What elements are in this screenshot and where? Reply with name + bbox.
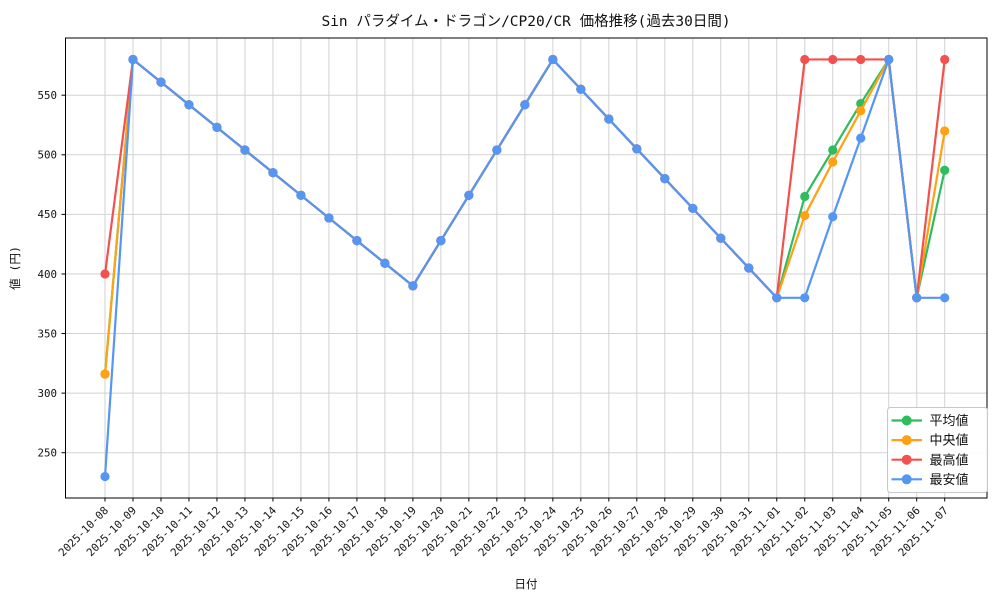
series-highest-marker (800, 54, 810, 65)
series-lowest-marker (576, 84, 586, 94)
legend-label-average: 平均値 (930, 413, 969, 429)
series-median-marker (940, 126, 950, 136)
series-highest-marker (100, 269, 110, 279)
series-median-marker (828, 157, 838, 167)
y-tick-label: 550 (37, 89, 57, 102)
series-lowest-marker (492, 145, 502, 155)
series-lowest-marker (688, 203, 698, 214)
series-lowest-marker (268, 168, 278, 178)
series-median-marker (800, 210, 810, 221)
series-highest-marker (828, 54, 838, 65)
series-lowest-marker (184, 100, 194, 110)
x-tick-labels: 2025-10-082025-10-092025-10-102025-10-11… (56, 504, 951, 559)
plot-border (65, 37, 988, 499)
series-lowest-marker (436, 235, 446, 246)
series-lowest-marker (744, 263, 754, 273)
legend-marker-median (901, 435, 912, 446)
y-tick-label: 450 (37, 208, 57, 221)
series-lowest-marker (520, 100, 530, 110)
legend-item-highest: 最高値 (891, 452, 969, 468)
y-tick-label: 500 (37, 149, 57, 162)
series-lowest-marker (604, 114, 614, 124)
legend-item-lowest: 最安値 (891, 472, 969, 488)
legend-marker-highest (901, 454, 912, 465)
series-highest-marker (940, 54, 950, 65)
series-lowest-marker (296, 190, 306, 200)
series-lowest-marker (352, 235, 362, 246)
series-lowest-marker (128, 54, 138, 65)
legend-item-average: 平均値 (891, 413, 969, 429)
series-lowest-marker (380, 258, 390, 268)
series-lowest-marker (548, 54, 558, 65)
series-average-marker (828, 145, 838, 155)
series-lowest-marker (464, 190, 474, 200)
series-median-marker (856, 106, 866, 116)
series-highest-marker (856, 54, 866, 65)
series-lowest-marker (324, 213, 334, 223)
series-lowest-marker (856, 133, 866, 143)
chart-title: Sin パラダイム・ドラゴン/CP20/CR 価格推移(過去30日間) (321, 12, 730, 30)
series-lowest-marker (240, 145, 250, 155)
y-gridlines (65, 94, 987, 454)
series-lowest-marker (912, 293, 922, 303)
y-tick-label: 400 (37, 268, 57, 281)
legend-box (887, 407, 988, 493)
x-ticks (104, 498, 946, 502)
series-lowest (100, 54, 950, 482)
legend-item-median: 中央値 (891, 433, 969, 449)
series-median-marker (100, 369, 110, 379)
legend-marker-lowest (901, 474, 912, 485)
series-average-marker (940, 165, 950, 175)
x-axis-label: 日付 (515, 577, 538, 591)
series-lowest-marker (100, 471, 110, 482)
series-lowest-marker (632, 144, 642, 154)
series-lowest-marker (828, 212, 838, 222)
legend-label-highest: 最高値 (930, 452, 969, 468)
legend-label-median: 中央値 (930, 433, 969, 449)
series-lowest-marker (156, 77, 166, 87)
y-axis-label: 値 (円) (8, 246, 22, 290)
series-lowest-marker (408, 281, 418, 291)
legend-marker-average (901, 415, 912, 426)
legend-label-lowest: 最安値 (930, 472, 969, 488)
y-tick-label: 250 (37, 447, 57, 460)
series-lowest-marker (660, 174, 670, 184)
series-lowest-marker (716, 233, 726, 243)
series-lowest-marker (884, 54, 894, 65)
y-ticks (61, 94, 66, 454)
y-tick-label: 300 (37, 387, 57, 400)
series-lowest-marker (800, 293, 810, 303)
y-tick-labels: 250 300 350 400 450 500 550 (37, 89, 57, 460)
series-lowest-marker (772, 293, 782, 303)
series-lowest-marker (940, 293, 950, 303)
y-tick-label: 350 (37, 327, 57, 340)
series-average-marker (800, 191, 810, 202)
series-lowest-marker (212, 122, 222, 132)
